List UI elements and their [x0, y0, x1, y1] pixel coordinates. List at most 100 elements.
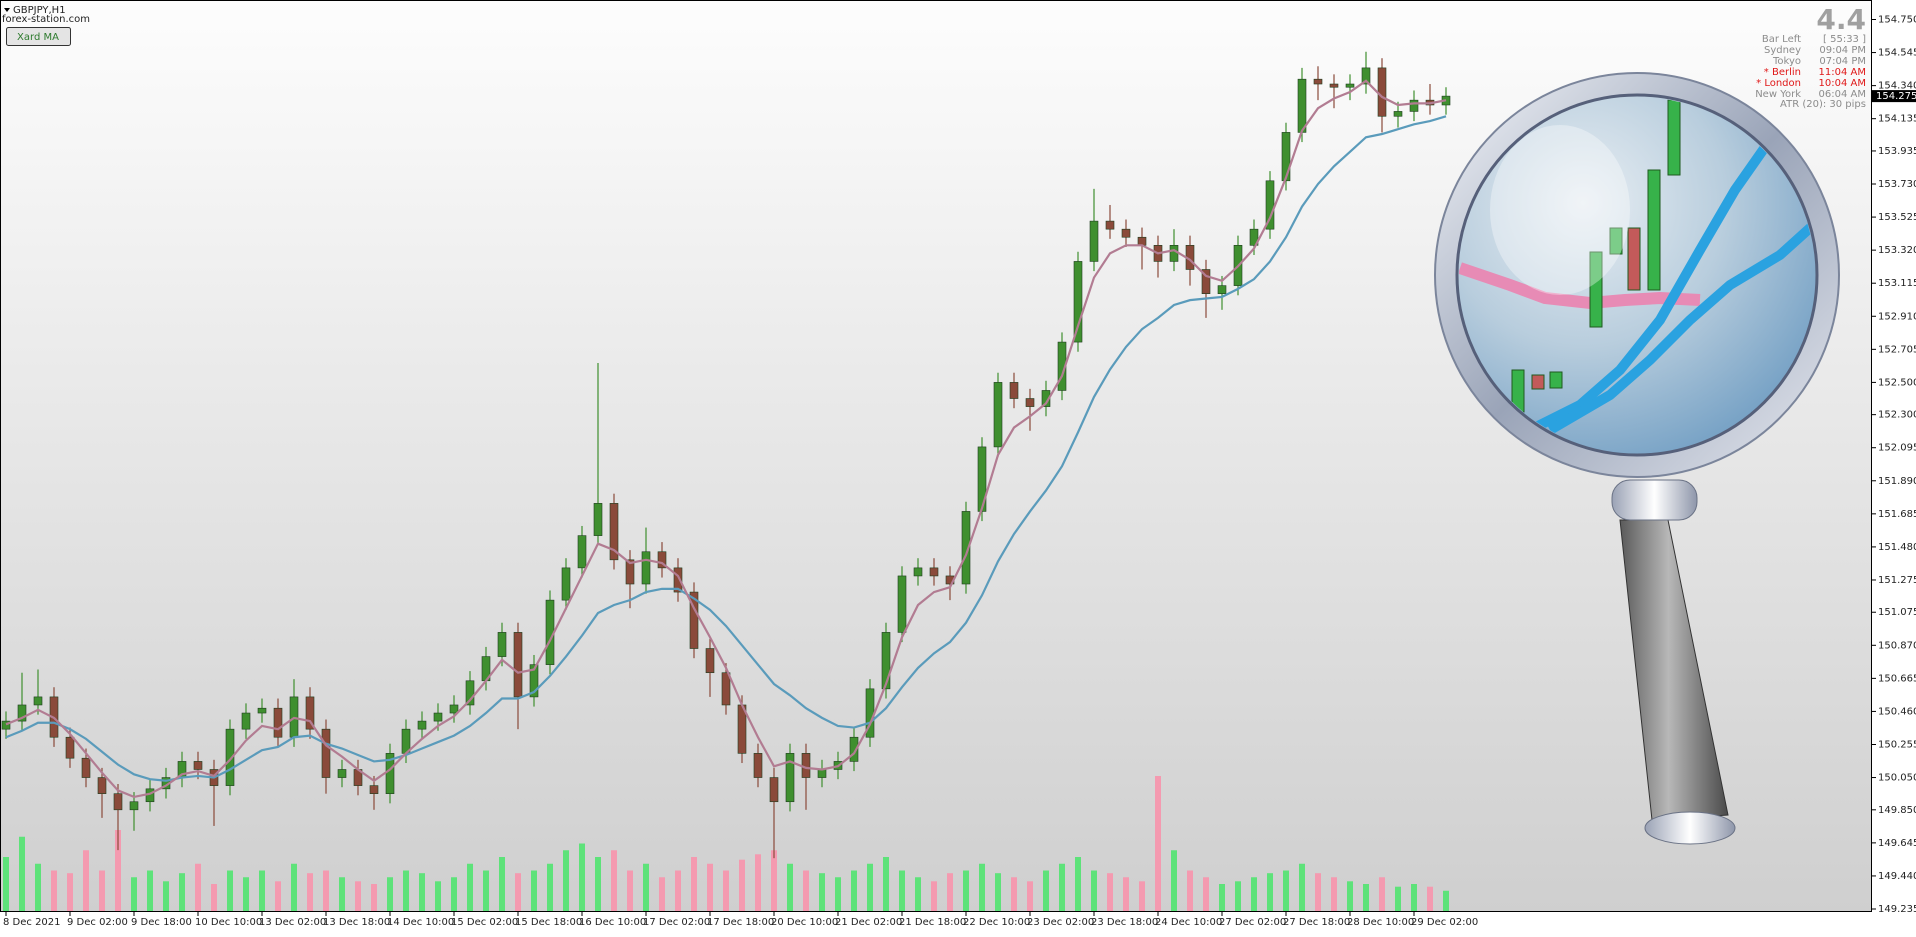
volume-bar	[99, 870, 105, 911]
volume-bar	[371, 884, 377, 911]
x-tick-label: 22 Dec 10:00	[963, 917, 1030, 928]
candle-body	[753, 753, 763, 778]
x-tick-label: 17 Dec 18:00	[707, 917, 774, 928]
volume-bar	[963, 870, 969, 911]
y-tick-label: 150.665	[1878, 673, 1916, 684]
button-frame[interactable]	[6, 27, 71, 46]
volume-bar	[435, 881, 441, 911]
y-tick-label: 154.750	[1878, 15, 1916, 26]
candle-body	[1393, 111, 1403, 117]
volume-bar	[707, 863, 713, 911]
lens-candle	[1531, 374, 1545, 390]
candle-body	[113, 793, 123, 811]
candle-body	[705, 648, 715, 674]
volume-bar	[643, 863, 649, 911]
volume-bar	[339, 877, 345, 911]
ma-slow-line	[5, 115, 1447, 782]
volume-bar	[1203, 877, 1209, 911]
y-tick-label: 149.645	[1878, 838, 1916, 849]
x-tick-label: 15 Dec 02:00	[451, 917, 518, 928]
volume-bar	[995, 873, 1001, 911]
volume-bar	[1155, 776, 1161, 911]
candle-body	[641, 551, 651, 585]
y-tick-label: 151.480	[1878, 542, 1916, 553]
x-tick-label: 20 Dec 10:00	[771, 917, 838, 928]
volume-bar	[931, 881, 937, 911]
volume-bar	[915, 877, 921, 911]
volume-bar	[867, 863, 873, 911]
volume-bar	[835, 877, 841, 911]
candle-body	[417, 720, 427, 730]
candle-body	[913, 567, 923, 577]
y-tick-label: 153.115	[1878, 278, 1916, 289]
y-tick-label: 152.705	[1878, 344, 1916, 355]
session-time: 07:04 PM	[1819, 56, 1866, 67]
volume-bar	[419, 873, 425, 911]
x-tick-label: 28 Dec 10:00	[1347, 917, 1414, 928]
session-name: Tokyo	[1772, 56, 1801, 67]
lens-candle	[1627, 227, 1641, 291]
candle-body	[225, 728, 235, 786]
volume-bar	[131, 877, 137, 911]
volume-bar	[147, 870, 153, 911]
session-name: New York	[1755, 89, 1801, 100]
volume-bar	[803, 870, 809, 911]
y-tick-label: 152.300	[1878, 410, 1916, 421]
x-tick-label: 23 Dec 02:00	[1027, 917, 1094, 928]
session-time: 11:04 AM	[1819, 67, 1866, 78]
volume-bar	[1267, 873, 1273, 911]
volume-bar	[979, 863, 985, 911]
volume-bar	[1251, 877, 1257, 911]
volume-bar	[1171, 850, 1177, 911]
candle-body	[465, 680, 475, 706]
candle-body	[369, 785, 379, 794]
volume-bar	[259, 870, 265, 911]
candle-body	[321, 728, 331, 778]
volume-bar	[451, 877, 457, 911]
volume-bar	[211, 884, 217, 911]
y-tick-label: 153.730	[1878, 179, 1916, 190]
y-tick-label: 152.095	[1878, 443, 1916, 454]
x-tick-label: 17 Dec 02:00	[643, 917, 710, 928]
candle-body	[929, 567, 939, 577]
volume-bar	[1363, 884, 1369, 911]
y-tick-label: 150.460	[1878, 706, 1916, 717]
ma-layer	[5, 79, 1447, 799]
volume-bar	[243, 877, 249, 911]
volume-bar	[547, 863, 553, 911]
candle-body	[801, 753, 811, 778]
xard-ma-button[interactable]: Xard MA	[6, 27, 71, 46]
lens-candle	[1609, 227, 1623, 255]
session-name: Sydney	[1764, 45, 1801, 56]
info-panel: Bar Left [ 55:33 ] Sydney 09:04 PM Tokyo 07:0…	[1755, 34, 1866, 100]
volume-bar	[1011, 877, 1017, 911]
lens-candle	[1647, 169, 1661, 291]
candle-body	[1089, 220, 1099, 262]
candle-body	[961, 511, 971, 585]
candle-body	[17, 704, 27, 722]
last-price-tag	[1872, 90, 1916, 103]
button-label[interactable]: Xard MA	[17, 32, 59, 43]
candle-body	[1137, 236, 1147, 246]
volume-bar	[1187, 870, 1193, 911]
candle-body	[1073, 261, 1083, 343]
x-tick-label: 16 Dec 10:00	[579, 917, 646, 928]
x-tick-label: 27 Dec 18:00	[1283, 917, 1350, 928]
volume-bar	[67, 873, 73, 911]
session-name: * Berlin	[1764, 67, 1801, 78]
magnifier-cap	[1644, 811, 1736, 845]
candle-body	[1105, 220, 1115, 230]
y-tick-label: 149.850	[1878, 805, 1916, 816]
candle-body	[241, 712, 251, 730]
volume-bar	[1395, 886, 1401, 911]
dropdown-icon	[4, 8, 10, 12]
session-time: [ 55:33 ]	[1823, 34, 1866, 45]
volume-bar	[275, 881, 281, 911]
y-tick-label: 151.275	[1878, 575, 1916, 586]
candle-body	[849, 736, 859, 762]
x-tick-label: 13 Dec 18:00	[323, 917, 390, 928]
magnifier-illustration	[1434, 72, 1840, 845]
axes-layer: 154.750 154.545 154.340 154.135 153.935 153.7…	[3, 15, 1916, 928]
y-tick-label: 154.135	[1878, 114, 1916, 125]
candle-body	[1361, 67, 1371, 85]
